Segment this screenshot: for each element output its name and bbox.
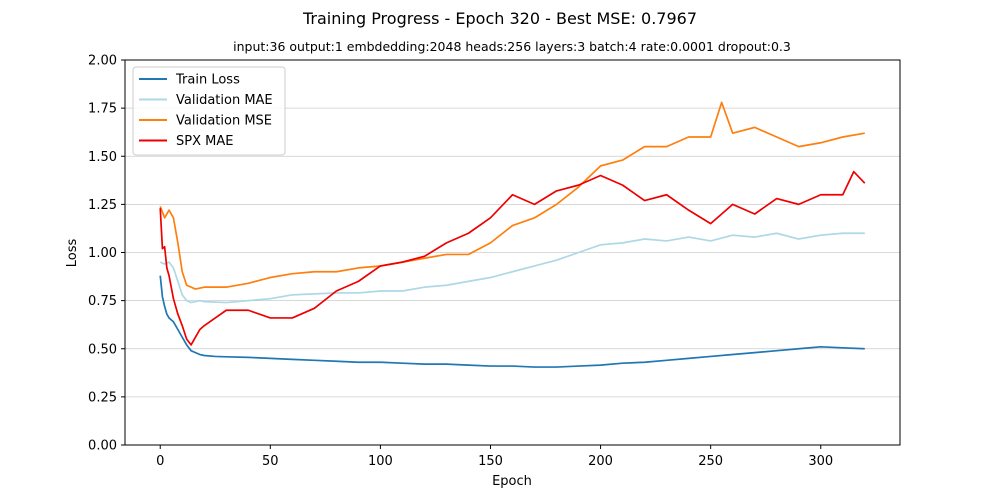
- y-axis-label: Loss: [65, 239, 80, 268]
- series-line-train-loss: [159, 275, 865, 368]
- legend-label-spx-mae: SPX MAE: [176, 134, 233, 149]
- y-tick-label: 0.75: [88, 294, 117, 309]
- y-tick-label: 1.75: [88, 102, 117, 117]
- y-tick-label: 2.00: [88, 54, 117, 69]
- series-line-spx-mae: [159, 170, 866, 346]
- legend-entries: Train Loss Validation MAE Validation MSE SP…: [139, 73, 273, 149]
- y-tick-label: 0.00: [88, 439, 117, 454]
- y-tick-label: 0.25: [88, 390, 117, 405]
- y-tick-label: 1.50: [88, 150, 117, 165]
- x-tick-label: 100: [368, 454, 393, 469]
- x-tick-label: 50: [262, 454, 279, 469]
- y-tick-label: 0.50: [88, 342, 117, 357]
- x-tick-label: 300: [808, 454, 833, 469]
- y-tick-label: 1.00: [88, 246, 117, 261]
- legend-box: [132, 66, 286, 156]
- series-line-validation-mae: [159, 232, 865, 304]
- series-lines: [159, 101, 866, 368]
- chart-title: Training Progress - Epoch 320 - Best MSE…: [302, 9, 697, 28]
- series-line-validation-mse: [159, 101, 865, 290]
- x-axis-label: Epoch: [492, 474, 532, 489]
- y-axis: 0.00 0.25 0.50 0.75 1.00 1.25 1.50 1.75 2.00: [88, 54, 125, 454]
- x-tick-label: 200: [588, 454, 613, 469]
- x-tick-label: 250: [698, 454, 723, 469]
- chart-subtitle: input:36 output:1 embdedding:2048 heads:…: [233, 39, 791, 54]
- legend-label-train-loss: Train Loss: [175, 73, 240, 88]
- x-tick-label: 0: [156, 454, 164, 469]
- x-tick-label: 150: [478, 454, 503, 469]
- y-tick-label: 1.25: [88, 198, 117, 213]
- x-axis: 0 50 100 150 200 250 300: [156, 445, 833, 469]
- legend-label-validation-mae: Validation MAE: [176, 93, 273, 108]
- legend: Train Loss Validation MAE Validation MSE SP…: [132, 66, 286, 156]
- legend-label-validation-mse: Validation MSE: [176, 114, 272, 129]
